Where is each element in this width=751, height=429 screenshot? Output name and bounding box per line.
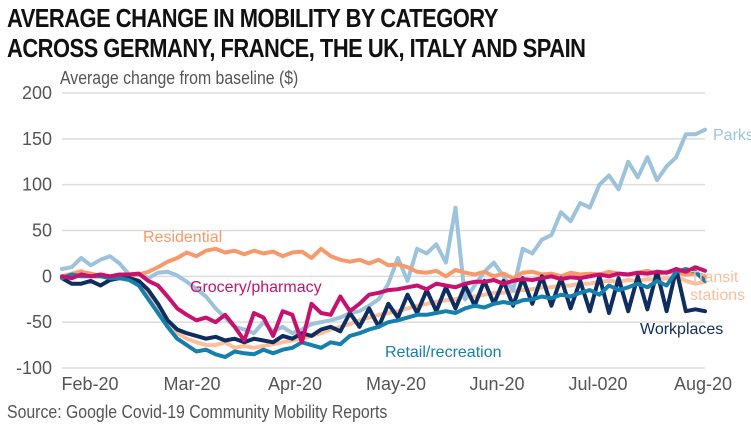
- chart-title: AVERAGE CHANGE IN MOBILITY BY CATEGORY A…: [7, 4, 586, 64]
- series-label-grocery-pharmacy: Grocery/pharmacy: [190, 279, 322, 296]
- chart-title-line-2: ACROSS GERMANY, FRANCE, THE UK, ITALY AN…: [7, 35, 586, 63]
- x-tick-label: Jun-20: [469, 374, 524, 394]
- series-label-workplaces: Workplaces: [640, 321, 723, 338]
- y-tick-labels: 200 150 100 50 0 -50 -100: [16, 83, 52, 378]
- x-tick-labels: Feb-20 Mar-20 Apr-20 May-20 Jun-20 Jul-020 Aug…: [61, 374, 732, 394]
- series-label-residential: Residential: [143, 229, 222, 246]
- y-tick-label: -100: [16, 358, 52, 378]
- series-lines: [60, 127, 707, 359]
- y-tick-label: 200: [22, 83, 52, 103]
- series-label-parks: Parks: [713, 127, 751, 144]
- series-label-retail-recreation: Retail/recreation: [385, 344, 502, 361]
- series-line-workplaces: [60, 267, 707, 345]
- x-tick-label: May-20: [366, 374, 426, 394]
- x-tick-label: Aug-20: [674, 374, 732, 394]
- series-labels: Parks Residential Grocery/pharmacy Retail/r…: [143, 127, 751, 361]
- y-tick-label: 150: [22, 129, 52, 149]
- x-tick-label: Feb-20: [61, 374, 118, 394]
- y-axis-label: Average change from baseline ($): [60, 68, 299, 88]
- y-tick-label: 50: [32, 221, 52, 241]
- y-tick-label: -50: [26, 312, 52, 332]
- x-tick-label: Apr-20: [268, 374, 322, 394]
- source-note: Source: Google Covid-19 Community Mobili…: [7, 402, 388, 422]
- series-label-transit-stations: Transit: [690, 269, 739, 286]
- x-tick-label: Jul-020: [568, 374, 627, 394]
- series-line-retail-recreation: [60, 267, 707, 359]
- y-tick-label: 0: [42, 266, 52, 286]
- chart-title-line-1: AVERAGE CHANGE IN MOBILITY BY CATEGORY: [7, 5, 498, 33]
- series-label-transit-stations: stations: [690, 287, 745, 304]
- series-line-grocery-pharmacy: [60, 265, 707, 345]
- x-tick-label: Mar-20: [163, 374, 220, 394]
- y-tick-label: 100: [22, 175, 52, 195]
